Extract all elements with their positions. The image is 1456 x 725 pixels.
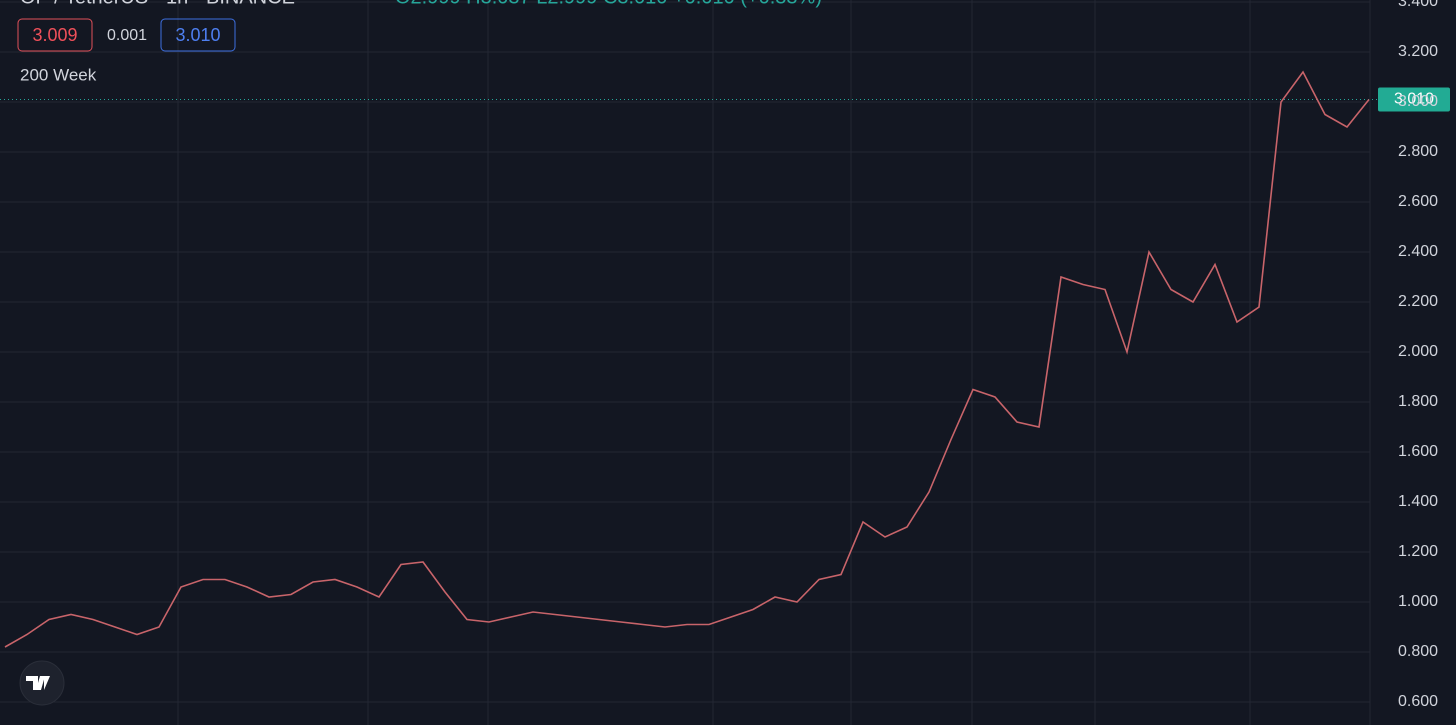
y-tick-label: 2.000: [1398, 343, 1438, 360]
y-tick-label: 3.200: [1398, 43, 1438, 60]
price-tag-label: 3.010: [1394, 91, 1434, 108]
price-tag-group: 3.010: [0, 87, 1450, 112]
y-tick-label: 3.000: [1398, 93, 1438, 110]
y-tick-label: 1.800: [1398, 393, 1438, 410]
y-tick-label: 0.800: [1398, 643, 1438, 660]
y-tick-label: 1.000: [1398, 593, 1438, 610]
y-tick-label: 1.400: [1398, 493, 1438, 510]
y-tick-label: 2.800: [1398, 143, 1438, 160]
y-tick-label: 0.600: [1398, 693, 1438, 710]
y-tick-label: 2.200: [1398, 293, 1438, 310]
time-grid: [177, 0, 1371, 725]
y-tick-label: 1.600: [1398, 443, 1438, 460]
ask[interactable]: 3.010: [175, 25, 220, 45]
bid-box[interactable]: [17, 18, 93, 52]
price-line: [4, 70, 1370, 648]
grid: [0, 1, 1370, 703]
y-tick-label: 2.600: [1398, 193, 1438, 210]
ask-box[interactable]: [160, 18, 236, 52]
header-ohlc: O2.999 H3.037 L2.999 C3.010 +0.010 (+0.3…: [395, 0, 822, 8]
price-tag-box: [1378, 87, 1450, 112]
y-tick-label: 3.400: [1398, 0, 1438, 10]
tv-logo[interactable]: [19, 660, 65, 706]
spread: 0.001: [107, 27, 147, 44]
header-title: OP / TetherUS · 1h · BINANCE: [20, 0, 295, 8]
y-tick-label: 2.400: [1398, 243, 1438, 260]
bid[interactable]: 3.009: [32, 25, 77, 45]
indicator-label: 200 Week: [20, 65, 97, 84]
y-tick-label: 1.200: [1398, 543, 1438, 560]
